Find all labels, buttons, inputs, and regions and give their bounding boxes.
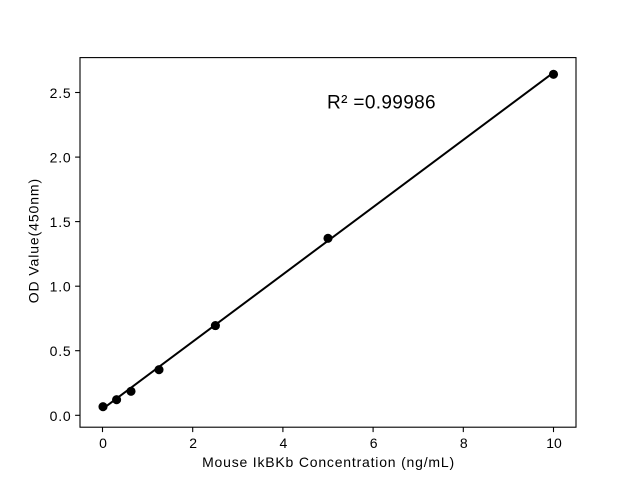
svg-text:8: 8 — [460, 435, 468, 451]
svg-text:0.5: 0.5 — [50, 343, 72, 359]
svg-text:0.0: 0.0 — [50, 408, 72, 424]
svg-text:1.0: 1.0 — [50, 279, 72, 295]
svg-text:2.5: 2.5 — [50, 85, 72, 101]
svg-text:6: 6 — [370, 435, 378, 451]
svg-text:2: 2 — [189, 435, 197, 451]
svg-text:1.5: 1.5 — [50, 214, 72, 230]
svg-text:Mouse IkBKb Concentration (ng/: Mouse IkBKb Concentration (ng/mL) — [202, 454, 455, 470]
svg-text:R² =0.99986: R² =0.99986 — [327, 92, 436, 113]
svg-text:0: 0 — [99, 435, 107, 451]
svg-text:10: 10 — [546, 435, 562, 451]
svg-text:4: 4 — [280, 435, 288, 451]
svg-text:2.0: 2.0 — [50, 150, 72, 166]
svg-text:OD Value(450nm): OD Value(450nm) — [26, 178, 42, 303]
